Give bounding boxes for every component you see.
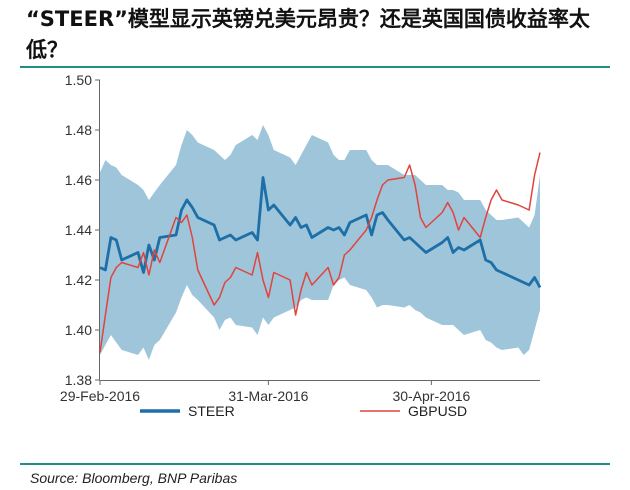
y-tick-label: 1.40 bbox=[65, 322, 92, 338]
legend-label-steer: STEER bbox=[188, 403, 235, 419]
tick-labels: 1.38 1.40 1.42 1.44 1.46 1.48 1.50 29-Feb-2016 3… bbox=[60, 72, 471, 404]
y-tick-label: 1.42 bbox=[65, 272, 92, 288]
x-tick-label: 30-Apr-2016 bbox=[392, 388, 470, 404]
steer-series-line bbox=[99, 176, 542, 289]
y-tick-label: 1.50 bbox=[65, 72, 92, 88]
range-band-layer bbox=[100, 125, 540, 360]
series-lines bbox=[99, 152, 542, 353]
axes bbox=[95, 79, 540, 385]
y-tick-label: 1.38 bbox=[65, 372, 92, 388]
source-note: Source: Bloomberg, BNP Paribas bbox=[30, 470, 238, 486]
x-tick-label: 29-Feb-2016 bbox=[60, 388, 140, 404]
legend-label-gbpusd: GBPUSD bbox=[408, 403, 467, 419]
bottom-divider bbox=[20, 463, 610, 465]
chart-title: “STEER”模型显示英镑兑美元昂贵？还是英国国债收益率太低？ bbox=[26, 7, 590, 62]
y-tick-label: 1.46 bbox=[65, 172, 92, 188]
y-tick-label: 1.48 bbox=[65, 122, 92, 138]
y-tick-label: 1.44 bbox=[65, 222, 92, 238]
gbpusd-series-line bbox=[99, 152, 541, 353]
steer-range-band bbox=[100, 125, 540, 360]
legend: STEER GBPUSD bbox=[140, 403, 467, 419]
x-tick-label: 31-Mar-2016 bbox=[228, 388, 308, 404]
top-divider bbox=[20, 66, 610, 68]
